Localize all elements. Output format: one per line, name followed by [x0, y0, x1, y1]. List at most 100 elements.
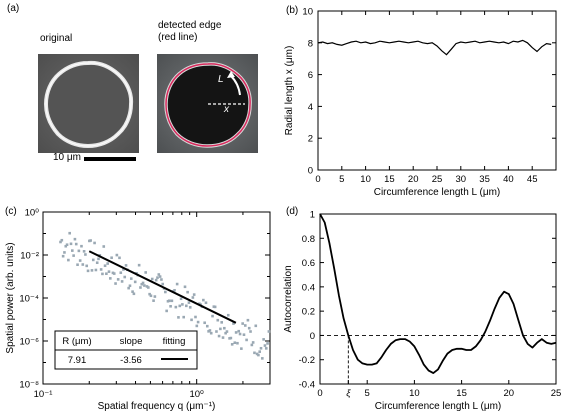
scatter-point-c [118, 256, 121, 260]
scale-bar-label: 10 μm [53, 152, 81, 163]
scatter-point-c [261, 357, 264, 360]
y-tick-label-c: 10⁻⁶ [20, 337, 40, 348]
scatter-point-c [80, 244, 83, 248]
y-tick-label-b: 0 [308, 166, 313, 177]
scatter-point-c [191, 296, 195, 299]
scatter-point-c [89, 239, 92, 242]
scatter-point-c [71, 249, 74, 252]
scatter-point-c [154, 278, 158, 282]
scatter-point-c [203, 321, 206, 325]
plot-frame-d [319, 213, 557, 385]
scatter-point-c [143, 284, 146, 287]
scatter-point-c [230, 343, 234, 346]
scatter-point-c [86, 269, 90, 273]
x-axis-label-b: Circumference length L (μm) [374, 187, 501, 198]
original-label: original [40, 33, 73, 44]
scatter-point-c [258, 350, 262, 353]
scatter-point-c [215, 330, 218, 333]
scatter-point-c [64, 244, 68, 248]
scatter-point-c [181, 303, 184, 306]
arrow-label-L: L [218, 74, 224, 85]
scatter-point-c [220, 321, 224, 324]
scatter-point-c [109, 277, 112, 280]
scatter-point-c [249, 330, 252, 333]
scatter-point-c [78, 259, 82, 262]
scatter-point-c [133, 280, 137, 284]
scatter-point-c [183, 285, 187, 289]
scatter-point-c [115, 253, 119, 257]
scatter-point-c [242, 333, 246, 337]
scatter-point-c [247, 326, 251, 330]
scatter-point-c [77, 249, 81, 253]
scatter-point-c [262, 338, 265, 341]
scatter-point-c [213, 305, 217, 309]
x-tick-label-d: 5 [365, 388, 370, 399]
scatter-point-c [266, 342, 269, 345]
scatter-point-c [170, 299, 174, 303]
scatter-point-c [152, 299, 155, 302]
x-tick-label-b: 10 [360, 174, 371, 185]
scatter-point-c [153, 295, 157, 298]
scatter-point-c [156, 276, 159, 279]
detected-label-line1: detected edge [158, 20, 222, 31]
scatter-point-c [166, 299, 170, 303]
scatter-point-c [103, 264, 107, 268]
scatter-point-c [229, 336, 233, 340]
scatter-point-c [264, 347, 268, 350]
y-tick-label-b: 6 [308, 70, 313, 81]
fit-line-c [88, 250, 237, 324]
scatter-point-c [127, 286, 130, 290]
scatter-point-c [122, 268, 125, 271]
series-line-d [319, 213, 557, 374]
chart-d: (d) 0 ξ 5 10 15 20 25 -0.4 -0.2 0 0.2 0.4 0.6 0.8 1 Circ… [283, 206, 561, 412]
original-micrograph [38, 54, 139, 153]
scatter-point-c [124, 264, 128, 267]
y-tick-label-c: 10⁻⁴ [19, 294, 39, 305]
scatter-point-c [174, 305, 178, 309]
scatter-point-c [219, 327, 222, 331]
scatter-point-c [196, 320, 200, 324]
scatter-point-c [217, 334, 221, 338]
detected-edge-micrograph [157, 54, 258, 153]
y-tick-label-d: 1 [310, 210, 315, 221]
x-tick-label-b: 40 [503, 174, 514, 185]
scatter-point-c [141, 281, 145, 285]
scatter-point-c [68, 231, 71, 235]
scatter-point-c [250, 343, 254, 347]
scatter-point-c [132, 292, 136, 296]
series-line-b [317, 39, 552, 56]
scatter-point-c [246, 318, 250, 322]
scatter-point-c [97, 257, 100, 261]
y-tick-label-b: 10 [302, 7, 313, 18]
scatter-point-c [73, 237, 77, 241]
scatter-point-c [254, 324, 258, 328]
scatter-point-c [63, 251, 66, 254]
chart-b: (b)0 5 10 15 20 25 30 35 40 450246810Circumferenc… [284, 5, 557, 198]
scatter-point-c [128, 284, 132, 288]
scatter-point-c [224, 331, 227, 335]
panel-letter-c: (c) [5, 206, 17, 217]
x-tick-label-c: 10⁰ [189, 389, 204, 400]
x-tick-label-b: 5 [339, 174, 344, 185]
fit-table-cell-c: 7.91 [68, 355, 87, 366]
x-tick-label-d: 20 [504, 388, 515, 399]
scatter-point-c [145, 285, 149, 288]
scatter-point-c [255, 352, 259, 356]
y-tick-label-d: -0.2 [299, 355, 315, 366]
scatter-point-c [144, 271, 147, 274]
scatter-point-c [90, 269, 94, 272]
scatter-point-c [131, 290, 134, 293]
scatter-point-c [140, 282, 144, 286]
scatter-point-c [233, 341, 237, 345]
y-tick-label-d: 0.6 [302, 258, 315, 269]
scatter-point-c [204, 301, 208, 305]
scatter-point-c [228, 337, 231, 340]
detected-cell-image [157, 54, 258, 153]
original-cell-image [38, 54, 139, 153]
scatter-point-c [72, 254, 75, 257]
scatter-point-c [107, 270, 111, 273]
y-axis-label-c: Spatial power (arb. units) [5, 242, 16, 353]
scatter-point-c [158, 275, 162, 278]
y-tick-label-d: 0.4 [302, 282, 315, 293]
